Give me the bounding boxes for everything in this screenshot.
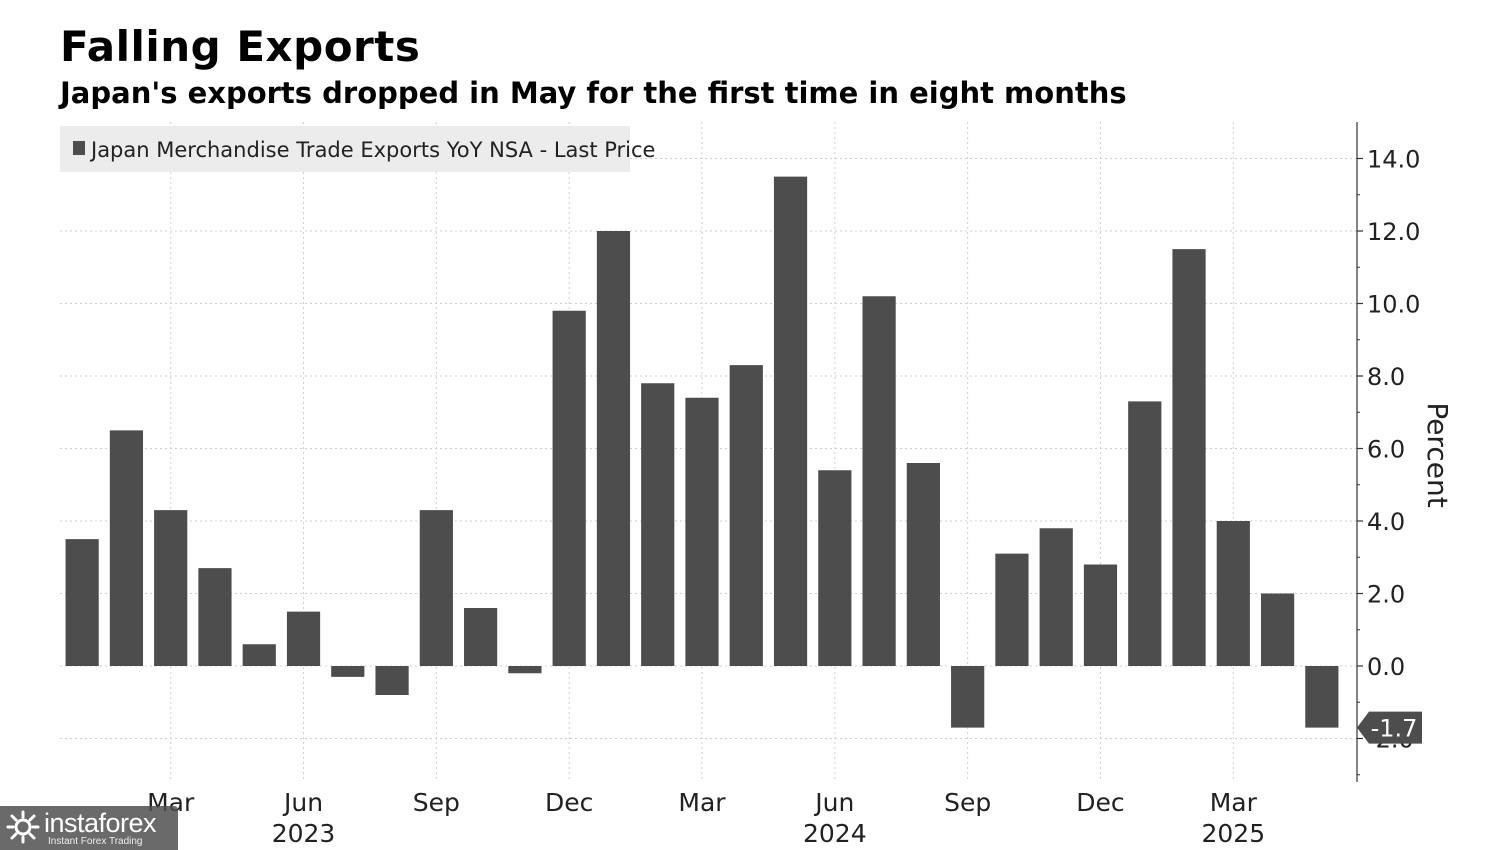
bar (65, 539, 99, 666)
last-value-text: -1.7 (1371, 715, 1418, 743)
x-year-label: 2025 (1201, 819, 1265, 848)
y-tick-label: 10.0 (1367, 291, 1420, 319)
y-tick-label: 4.0 (1367, 508, 1405, 536)
bar (552, 310, 586, 666)
x-tick-label: Jun (813, 788, 854, 817)
x-tick-label: Sep (944, 788, 991, 817)
bar (1216, 521, 1250, 666)
x-tick-label: Mar (1210, 788, 1258, 817)
last-value-box (1357, 711, 1422, 744)
bar (773, 176, 808, 666)
bar (818, 470, 852, 666)
y-tick-label: 14.0 (1367, 146, 1420, 174)
y-axis-title: Percent (1421, 402, 1454, 507)
legend-box (60, 126, 630, 172)
bar (375, 666, 409, 695)
bar (286, 611, 321, 666)
bar (464, 608, 498, 666)
legend-label: Japan Merchandise Trade Exports YoY NSA … (89, 138, 655, 162)
bar (1260, 593, 1295, 666)
bar (862, 296, 896, 666)
last-value-label: -1.7 (1357, 711, 1422, 744)
bar (1305, 666, 1339, 728)
bar (596, 231, 631, 666)
bar (109, 430, 144, 666)
y-tick-label: 2.0 (1367, 581, 1405, 609)
bar (508, 666, 542, 674)
y-tick-label: 12.0 (1367, 218, 1420, 246)
bar (995, 553, 1029, 666)
x-tick-label: Dec (545, 788, 593, 817)
bar (685, 397, 719, 666)
x-year-label: 2023 (272, 819, 336, 848)
x-tick-label: Mar (678, 788, 726, 817)
watermark-tagline: Instant Forex Trading (48, 836, 143, 847)
chart-subtitle: Japan's exports dropped in May for the f… (60, 76, 1127, 110)
bar (641, 383, 675, 666)
bar (906, 463, 940, 666)
legend: Japan Merchandise Trade Exports YoY NSA … (60, 126, 655, 172)
y-tick-label: 0.0 (1367, 653, 1405, 681)
bar (1039, 528, 1073, 666)
y-tick-label: 8.0 (1367, 363, 1405, 391)
bar (1172, 249, 1206, 666)
legend-swatch (73, 141, 85, 155)
x-year-label: 2024 (803, 819, 867, 848)
bars (65, 176, 1339, 728)
instaforex-logo-icon (6, 810, 40, 844)
bar (331, 666, 365, 677)
bar (242, 644, 276, 666)
bar (951, 666, 985, 728)
bar (729, 365, 763, 666)
bar (154, 510, 188, 666)
bar (1128, 401, 1162, 666)
chart-title: Falling Exports (60, 22, 421, 71)
y-tick-label: 6.0 (1367, 436, 1405, 464)
bar (198, 568, 232, 666)
x-tick-label: Jun (282, 788, 323, 817)
bar (1083, 564, 1118, 666)
bar (419, 510, 453, 666)
x-tick-label: Sep (413, 788, 460, 817)
x-tick-label: Dec (1076, 788, 1124, 817)
watermark-brand: instaforex (44, 808, 157, 838)
watermark: instaforex Instant Forex Trading (0, 806, 178, 850)
